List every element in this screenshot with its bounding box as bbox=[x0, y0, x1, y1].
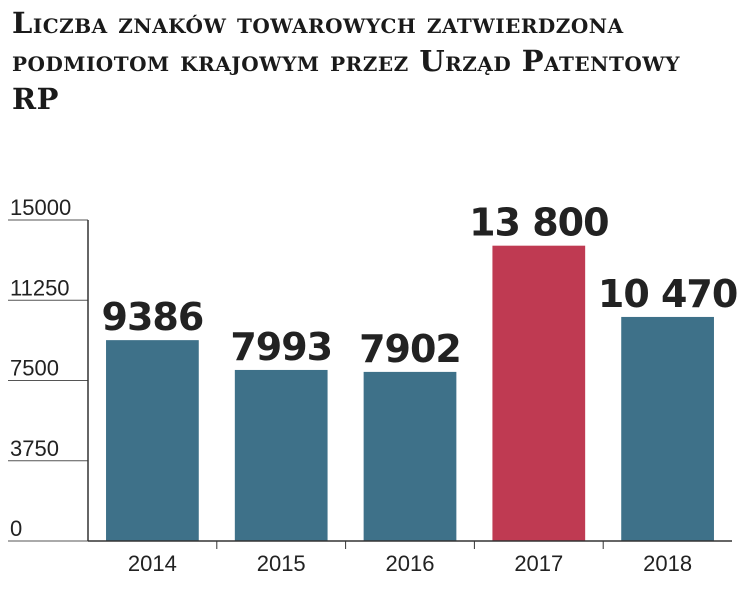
chart-title: Liczba znaków towarowych zatwierdzona po… bbox=[12, 6, 680, 116]
y-tick-label: 15000 bbox=[10, 195, 71, 220]
bar bbox=[234, 369, 328, 541]
bar bbox=[492, 245, 586, 541]
x-tick-label: 2018 bbox=[643, 551, 692, 576]
y-tick-label: 3750 bbox=[10, 436, 59, 461]
data-label: 10 470 bbox=[598, 272, 737, 316]
y-tick-label: 7500 bbox=[10, 356, 59, 381]
x-tick-label: 2014 bbox=[128, 551, 177, 576]
x-tick-label: 2017 bbox=[514, 551, 563, 576]
data-label: 7902 bbox=[359, 327, 461, 371]
y-tick-label: 0 bbox=[10, 516, 22, 541]
data-label: 7993 bbox=[230, 325, 332, 369]
data-label: 9386 bbox=[102, 295, 204, 339]
bar bbox=[621, 316, 714, 541]
bar bbox=[106, 340, 199, 541]
x-tick-label: 2015 bbox=[257, 551, 306, 576]
y-tick-label: 11250 bbox=[10, 275, 70, 300]
bar bbox=[363, 371, 457, 541]
data-label: 13 800 bbox=[469, 201, 608, 245]
x-tick-label: 2016 bbox=[386, 551, 435, 576]
